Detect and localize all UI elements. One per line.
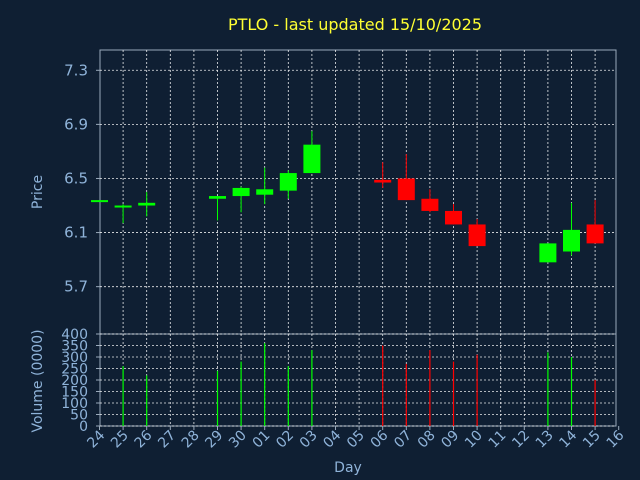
candle-body [374,179,392,183]
x-tick-label: 04 [320,427,344,451]
x-tick-label: 08 [415,428,439,452]
x-tick-label: 29 [202,428,226,452]
candle-body [421,198,439,211]
volume-tick-label: 300 [61,350,88,366]
x-tick-label: 25 [108,428,132,452]
volume-tick-label: 50 [70,408,88,424]
candle-body [468,224,486,247]
price-tick-label: 6.1 [64,224,88,242]
price-panel-frame [99,49,617,335]
candle-body [232,187,250,197]
price-tick-label: 7.3 [64,61,88,79]
price-tick-label: 6.5 [64,169,88,187]
volume-tick-label: 400 [61,327,88,343]
volume-tick-label: 350 [61,339,88,355]
x-tick-label: 12 [509,428,533,452]
candle-body [91,200,108,203]
price-axis-label: Price [30,175,46,209]
candle-body [539,243,557,263]
x-tick-label: 14 [556,427,580,451]
volume-tick-label: 150 [61,385,88,401]
price-tick-label: 6.9 [64,115,88,133]
candle-body [397,178,415,201]
x-tick-label: 15 [580,428,604,452]
x-tick-label: 09 [438,428,462,452]
x-tick-label: 16 [604,427,628,451]
x-axis-label: Day [334,460,362,476]
x-tick-label: 06 [368,427,392,451]
x-tick-label: 27 [155,428,179,452]
x-axis: 24 25 26 27 28 29 30 01 02 03 04 05 06 07 08 09 10 11 12 13… [84,426,628,452]
x-tick-label: 10 [462,428,486,452]
x-tick-label: 11 [486,428,510,452]
x-tick-label: 26 [132,427,156,451]
candle-body [303,144,321,174]
x-tick-label: 01 [250,428,274,452]
x-tick-label: 28 [179,428,203,452]
candle-body [114,205,132,208]
chart-title: PTLO - last updated 15/10/2025 [228,15,482,34]
volume-tick-label: 100 [61,396,88,412]
x-tick-label: 02 [273,428,297,452]
x-tick-label: 30 [226,428,250,452]
candle-body [256,189,274,195]
candle-body [279,173,297,191]
x-tick-label: 05 [344,428,368,452]
x-tick-label: 13 [533,428,557,452]
candle-body [445,210,462,225]
volume-tick-label: 0 [79,419,88,435]
volume-tick-label: 200 [61,373,88,389]
x-tick-label: 24 [84,427,108,451]
candle-body [209,196,226,199]
x-tick-label: 03 [297,428,321,452]
x-tick-label: 07 [391,428,415,452]
volume-tick-label: 250 [61,362,88,378]
candle-body [138,202,156,206]
candle-body [563,229,580,252]
price-panel: 5.7 6.1 6.5 6.9 7.3 [64,49,617,335]
price-tick-label: 5.7 [64,278,88,296]
volume-axis-label: Volume (0000) [30,329,46,432]
candle-body [586,224,604,244]
